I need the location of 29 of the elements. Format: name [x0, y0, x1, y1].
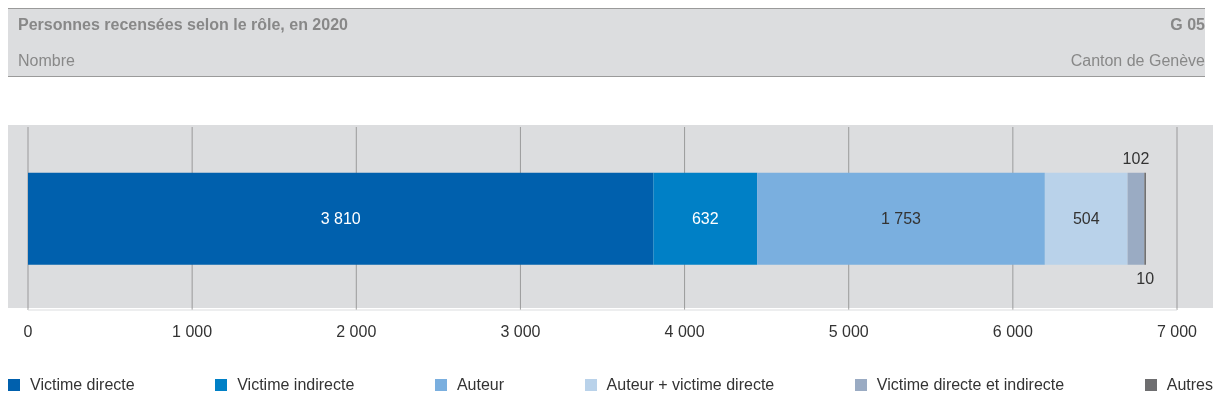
legend-label: Victime directe	[30, 376, 135, 394]
x-tick-label: 5 000	[828, 323, 869, 341]
data-label: 504	[1072, 210, 1100, 228]
chart-title: Personnes recensées selon le rôle, en 2020	[18, 16, 348, 34]
bar	[1127, 172, 1145, 265]
legend-label: Victime directe et indirecte	[876, 376, 1065, 394]
legend-label: Auteur	[456, 376, 505, 394]
x-tick-label: 1 000	[172, 323, 213, 341]
chart-subtitle: Nombre	[18, 52, 75, 70]
text: G 05	[1170, 16, 1205, 34]
data-label: 102	[1122, 150, 1150, 168]
x-tick-label: 4 000	[664, 323, 705, 341]
bar	[757, 172, 1045, 265]
legend-label: Autres	[1166, 376, 1213, 394]
x-tick-label: 0	[23, 323, 33, 341]
legend-label: Victime indirecte	[237, 376, 355, 394]
x-tick-label: 2 000	[336, 323, 377, 341]
bar	[653, 172, 758, 265]
bar	[1044, 172, 1128, 265]
bar	[28, 172, 654, 265]
x-tick-label: 6 000	[992, 323, 1033, 341]
data-label: 3 810	[320, 210, 361, 228]
x-tick-label: 3 000	[500, 323, 541, 341]
x-tick-label: 7 000	[1156, 323, 1198, 341]
legend-label: Auteur + victime directe	[606, 376, 775, 394]
data-label: 10	[1136, 270, 1155, 288]
data-label: 1 753	[880, 210, 922, 228]
data-label: 632	[691, 210, 719, 228]
text: Canton de Genève	[1070, 52, 1205, 70]
